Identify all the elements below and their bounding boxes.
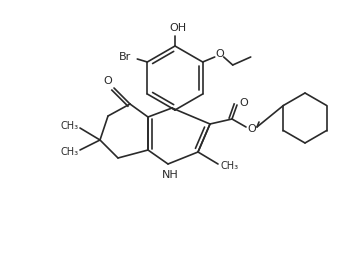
Text: CH₃: CH₃	[221, 161, 239, 171]
Text: NH: NH	[162, 170, 178, 180]
Text: O: O	[248, 124, 256, 134]
Text: Br: Br	[119, 52, 131, 62]
Text: OH: OH	[169, 23, 187, 33]
Text: CH₃: CH₃	[61, 121, 79, 131]
Text: O: O	[240, 98, 248, 108]
Text: O: O	[104, 76, 112, 86]
Text: O: O	[215, 49, 224, 59]
Text: CH₃: CH₃	[61, 147, 79, 157]
